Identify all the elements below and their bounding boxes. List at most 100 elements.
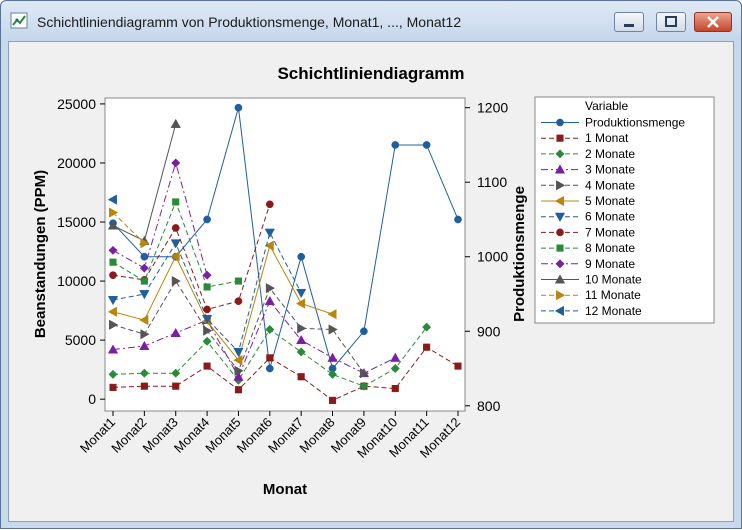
data-point: [139, 368, 149, 378]
data-point: [265, 364, 274, 373]
legend-marker: [554, 212, 566, 222]
data-point: [360, 327, 368, 336]
data-point: [391, 385, 399, 393]
data-point: [203, 283, 211, 291]
close-icon: [707, 16, 719, 28]
data-point: [140, 277, 148, 285]
data-point: [359, 381, 369, 391]
legend-marker: [556, 118, 564, 127]
data-point: [454, 215, 462, 224]
data-point: [172, 382, 180, 390]
legend-item: Produktionsmenge: [541, 116, 685, 130]
legend-label: Produktionsmenge: [585, 116, 685, 130]
y2-tick-label: 800: [477, 398, 501, 414]
data-point: [139, 263, 149, 273]
data-point: [171, 368, 181, 378]
minimize-button[interactable]: [614, 12, 644, 32]
legend-marker: [556, 228, 564, 237]
data-point: [297, 323, 307, 334]
legend-marker: [556, 244, 564, 252]
data-point: [107, 306, 117, 317]
data-point: [328, 396, 337, 404]
data-point: [140, 238, 150, 249]
minitab-graph-icon: [10, 12, 28, 29]
data-point: [203, 305, 211, 314]
data-point: [234, 277, 243, 285]
legend-item: 10 Monate: [541, 273, 642, 287]
x-axis-label: Monat: [263, 481, 307, 498]
y-tick-label: 5000: [65, 332, 96, 348]
y-axis-label: Beanstandungen (PPM): [32, 170, 49, 338]
data-point: [264, 240, 274, 251]
data-point: [109, 319, 119, 330]
legend-item: 9 Monate: [541, 257, 635, 271]
data-point: [139, 340, 150, 350]
legend-label: 4 Monate: [585, 178, 635, 192]
data-point: [109, 207, 119, 218]
data-point: [265, 283, 276, 294]
legend-label: 10 Monate: [585, 273, 642, 287]
plot-area: [104, 97, 466, 412]
maximize-button[interactable]: [656, 12, 686, 32]
legend-item: 2 Monate: [541, 147, 635, 161]
series-3: [108, 322, 432, 391]
y-tick-label: 0: [88, 391, 96, 407]
series-line: [112, 204, 271, 311]
data-point: [107, 296, 119, 306]
series-13: [107, 194, 117, 205]
close-button[interactable]: [694, 12, 732, 32]
y-tick-label: 15000: [57, 214, 96, 230]
title-bar[interactable]: Schichtliniendiagramm von Produktionsmen…: [1, 1, 741, 41]
data-point: [296, 334, 307, 345]
data-point: [359, 368, 370, 379]
window-title: Schichtliniendiagramm von Produktionsmen…: [37, 14, 462, 30]
data-point: [203, 362, 211, 370]
data-point: [265, 200, 274, 209]
data-point: [454, 362, 462, 370]
data-point: [139, 314, 149, 326]
y2-tick-label: 1100: [477, 174, 507, 190]
data-point: [295, 298, 306, 309]
data-point: [296, 347, 306, 357]
minimize-icon: [624, 24, 634, 27]
legend-item: 7 Monate: [541, 225, 635, 239]
data-point: [201, 314, 213, 325]
data-point: [170, 118, 181, 128]
legend-item: 1 Monat: [541, 131, 629, 145]
data-point: [170, 251, 180, 262]
data-point: [264, 295, 275, 306]
data-point: [170, 327, 181, 337]
data-point: [390, 363, 400, 374]
data-point: [297, 373, 305, 381]
series-line: [112, 346, 459, 401]
legend-item: 3 Monate: [541, 163, 635, 177]
data-point: [234, 103, 243, 112]
data-point: [234, 297, 243, 306]
series-7: [107, 228, 307, 358]
legend-item: 5 Monate: [541, 194, 635, 208]
data-point: [171, 275, 181, 287]
legend-item: 6 Monate: [541, 210, 635, 224]
data-point: [296, 288, 307, 299]
legend-label: 1 Monat: [585, 131, 629, 145]
legend-item: 4 Monate: [541, 178, 635, 192]
data-point: [391, 141, 400, 149]
data-point: [171, 158, 181, 168]
data-point: [109, 383, 117, 391]
data-point: [234, 386, 243, 394]
data-point: [203, 215, 211, 224]
series-line: [112, 300, 396, 378]
legend-box: [534, 96, 715, 324]
data-point: [109, 271, 117, 280]
legend-item: 11 Monate: [541, 288, 641, 302]
y-tick-label: 20000: [57, 155, 96, 171]
data-point: [170, 239, 181, 249]
legend-marker: [554, 305, 564, 317]
data-point: [172, 198, 180, 206]
series-5: [109, 275, 370, 379]
y-tick-label: 10000: [57, 273, 96, 289]
series-6: [107, 240, 337, 366]
legend-label: 8 Monate: [585, 241, 635, 255]
series-9: [109, 198, 243, 291]
